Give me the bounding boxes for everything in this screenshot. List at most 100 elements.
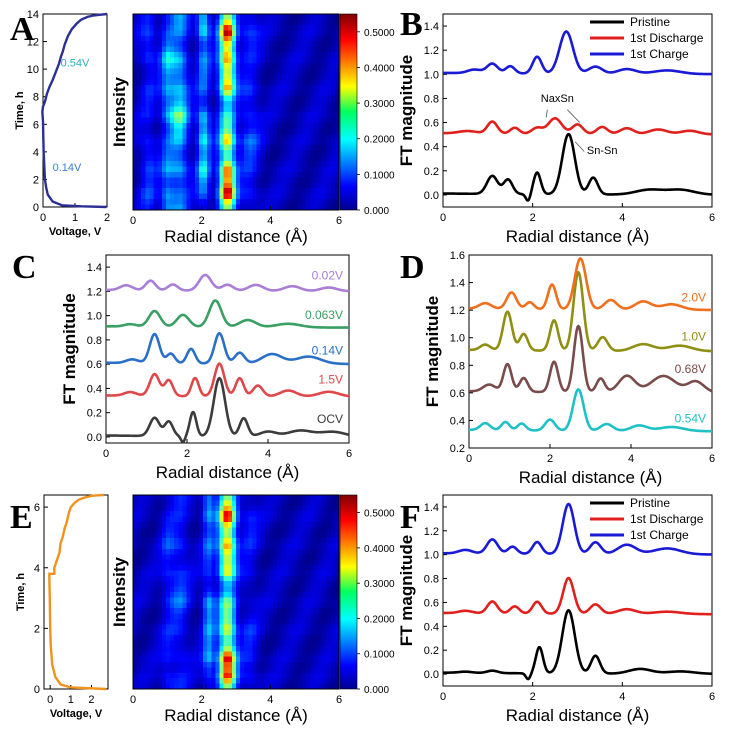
heatmap-cell — [157, 500, 163, 507]
heatmap-cell — [330, 144, 336, 151]
heatmap-cell — [314, 139, 319, 146]
heatmap-cell — [318, 672, 324, 679]
heatmap-cell — [170, 656, 175, 663]
heatmap-cell — [256, 586, 262, 593]
heatmap-cell — [260, 128, 266, 135]
heatmap-cell — [178, 41, 184, 48]
y-tick-label: 6 — [33, 119, 39, 131]
y-axis-label: FT magnitude — [397, 55, 416, 166]
heatmap-cell — [285, 511, 291, 518]
heatmap-cell — [240, 84, 245, 91]
heatmap-cell — [133, 133, 138, 140]
heatmap-cell — [322, 133, 328, 140]
heatmap-cell — [153, 35, 159, 42]
heatmap-cell — [231, 511, 237, 518]
heatmap-cell — [157, 656, 163, 663]
heatmap-cell — [231, 495, 237, 501]
heatmap-cell — [194, 161, 200, 168]
heatmap-cell — [182, 597, 188, 604]
heatmap-cell — [334, 629, 340, 636]
heatmap-cell — [141, 586, 146, 593]
heatmap-cell — [297, 133, 303, 140]
heatmap-cell — [153, 68, 159, 75]
heatmap-cell — [244, 618, 249, 625]
heatmap-cell — [244, 14, 249, 21]
heatmap-cell — [165, 68, 171, 75]
heatmap-cell — [330, 193, 336, 200]
heatmap-cell — [240, 188, 245, 195]
series-line-2 — [468, 270, 713, 353]
heatmap-cell — [178, 95, 184, 102]
heatmap-cell — [306, 543, 311, 550]
heatmap-cell — [149, 199, 155, 206]
heatmap-cell — [145, 543, 151, 550]
heatmap-cell — [248, 193, 254, 200]
heatmap-cell — [186, 128, 192, 135]
heatmap-cell — [326, 645, 332, 652]
heatmap-cell — [301, 133, 307, 140]
heatmap-cell — [301, 95, 307, 102]
heatmap-cell — [215, 193, 221, 200]
heatmap-cell — [252, 19, 258, 26]
heatmap-cell — [231, 629, 237, 636]
heatmap-cell — [248, 166, 254, 173]
heatmap-cell — [157, 608, 163, 615]
heatmap-cell — [301, 171, 307, 178]
heatmap-cell — [157, 122, 163, 129]
heatmap-cell — [211, 128, 216, 135]
heatmap-cell — [211, 144, 216, 151]
heatmap-cell — [310, 640, 315, 647]
heatmap-cell — [153, 667, 159, 674]
heatmap-cell — [231, 204, 237, 211]
heatmap-cell — [203, 139, 208, 146]
heatmap-cell — [137, 548, 142, 555]
heatmap-cell — [297, 30, 303, 37]
heatmap-cell — [153, 161, 159, 168]
heatmap-cell — [153, 117, 159, 124]
heatmap-cell — [314, 667, 319, 674]
heatmap-cell — [133, 204, 138, 211]
heatmap-cell — [174, 527, 179, 534]
heatmap-cell — [149, 570, 155, 577]
heatmap-cell — [330, 46, 336, 53]
heatmap-cell — [244, 101, 249, 108]
heatmap-cell — [211, 79, 216, 86]
heatmap-cell — [165, 19, 171, 26]
heatmap-cell — [240, 161, 245, 168]
heatmap-cell — [289, 150, 295, 157]
heatmap-cell — [248, 84, 254, 91]
heatmap-cell — [190, 532, 196, 539]
heatmap-cell — [318, 543, 324, 550]
heatmap-cell — [244, 629, 249, 636]
heatmap-cell — [268, 84, 274, 91]
heatmap-cell — [186, 505, 192, 512]
heatmap-cell — [318, 90, 324, 97]
heatmap-cell — [264, 133, 270, 140]
heatmap-cell — [219, 651, 225, 658]
heatmap-cell — [326, 624, 332, 631]
heatmap-cell — [174, 500, 179, 507]
heatmap-cell — [190, 57, 196, 64]
heatmap-cell — [318, 538, 324, 545]
heatmap-cell — [252, 667, 258, 674]
heatmap-cell — [194, 608, 200, 615]
legend-entry: 1st Discharge — [630, 31, 704, 45]
heatmap-cell — [207, 554, 212, 561]
heatmap-cell — [182, 144, 188, 151]
heatmap-cell — [326, 629, 332, 636]
heatmap-cell — [170, 14, 175, 21]
heatmap-cell — [219, 500, 225, 507]
heatmap-cell — [133, 683, 138, 690]
heatmap-cell — [248, 112, 254, 119]
heatmap-cell — [161, 581, 167, 588]
heatmap-cell — [289, 527, 295, 534]
heatmap-cell — [227, 63, 233, 70]
heatmap-cell — [264, 46, 270, 53]
heatmap-cell — [273, 150, 278, 157]
heatmap-cell — [194, 527, 200, 534]
heatmap-cell — [297, 117, 303, 124]
heatmap-cell — [318, 150, 324, 157]
heatmap-cell — [236, 166, 241, 173]
heatmap-cell — [145, 554, 151, 561]
heatmap-cell — [268, 73, 274, 80]
